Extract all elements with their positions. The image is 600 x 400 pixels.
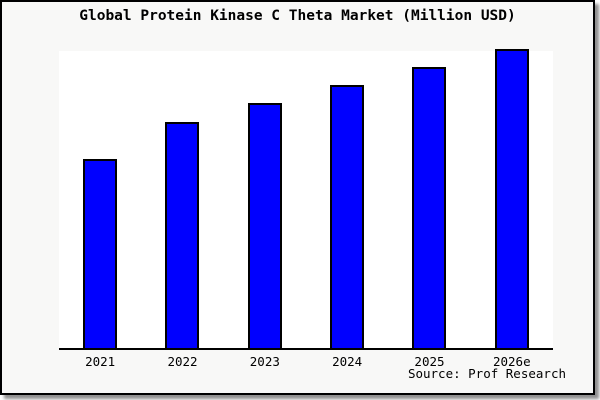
x-axis-labels: 2021 2022 2023 2024 2025 2026e (59, 354, 553, 369)
chart-title: Global Protein Kinase C Theta Market (Mi… (79, 8, 516, 24)
bar-2021 (83, 159, 118, 348)
bar-2026e (494, 49, 529, 348)
x-axis-label-2022: 2022 (167, 354, 198, 369)
bar-2024 (330, 85, 365, 348)
x-axis-label-2021: 2021 (85, 354, 116, 369)
x-axis-label-2025: 2025 (414, 354, 445, 369)
bar-2025 (412, 67, 447, 348)
chart-frame: Global Protein Kinase C Theta Market (Mi… (0, 0, 595, 395)
bar-slot-2025 (388, 51, 470, 348)
bar-slot-2026e (471, 49, 553, 348)
bar-slot-2024 (306, 51, 388, 348)
bar-slot-2023 (224, 51, 306, 348)
bar-slot-2021 (59, 51, 141, 348)
bar-slot-2022 (141, 51, 223, 348)
x-axis-label-2024: 2024 (332, 354, 363, 369)
source-attribution: Source: Prof Research (407, 366, 566, 381)
x-axis-label-2026e: 2026e (492, 354, 531, 369)
bar-2023 (247, 103, 282, 348)
x-axis-label-2023: 2023 (249, 354, 280, 369)
plot-area (59, 49, 553, 350)
bars-row (59, 49, 553, 348)
bar-2022 (165, 122, 200, 348)
